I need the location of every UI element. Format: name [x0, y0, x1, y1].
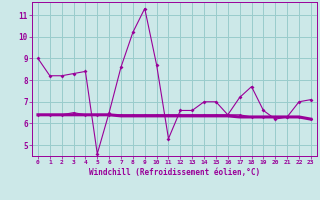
X-axis label: Windchill (Refroidissement éolien,°C): Windchill (Refroidissement éolien,°C) [89, 168, 260, 177]
